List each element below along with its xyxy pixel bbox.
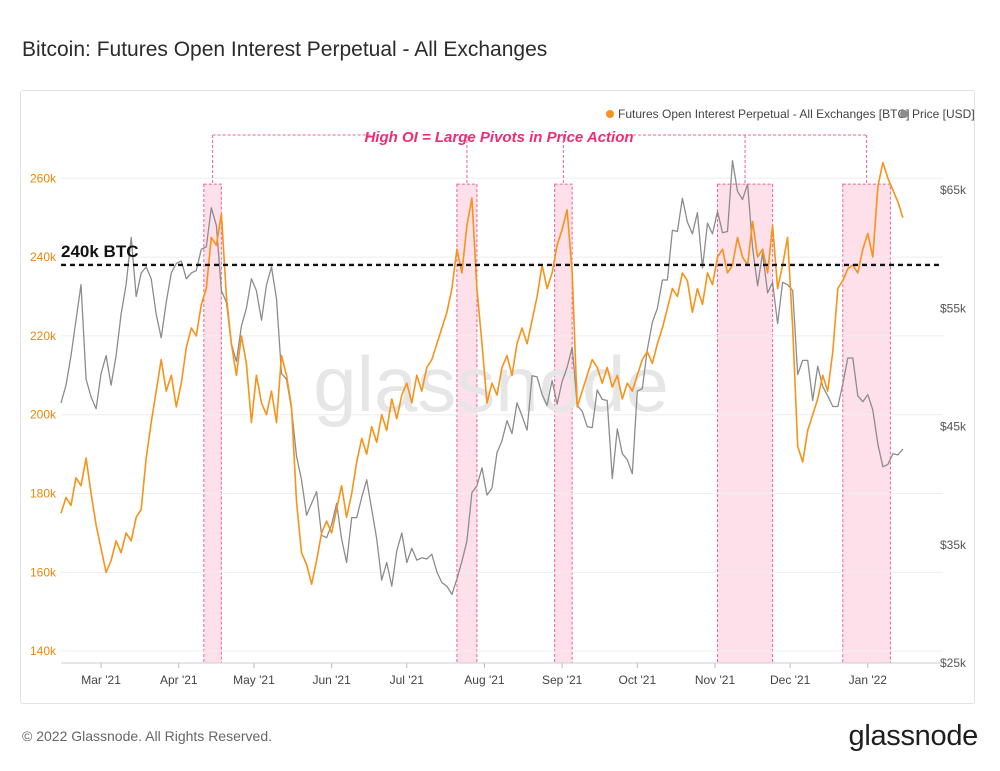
left-tick-label: 140k [30, 644, 57, 658]
x-tick-label: May '21 [233, 673, 275, 687]
x-tick-label: Oct '21 [618, 673, 656, 687]
x-tick-label: Jan '22 [849, 673, 888, 687]
legend[interactable]: Futures Open Interest Perpetual - All Ex… [606, 107, 974, 121]
x-tick-label: Aug '21 [464, 673, 505, 687]
brand-logo[interactable]: glassnode [848, 720, 978, 752]
left-tick-label: 220k [30, 329, 57, 343]
right-tick-label: $55k [940, 301, 967, 315]
annotation-text: High OI = Large Pivots in Price Action [364, 129, 633, 146]
right-tick-label: $25k [940, 656, 967, 670]
x-tick-label: Jul '21 [390, 673, 425, 687]
page-title: Bitcoin: Futures Open Interest Perpetual… [22, 38, 548, 61]
legend-oi-marker [606, 110, 614, 118]
copyright: © 2022 Glassnode. All Rights Reserved. [22, 728, 273, 744]
reference-line-label: 240k BTC [61, 242, 138, 261]
legend-oi-label: Futures Open Interest Perpetual - All Ex… [618, 107, 909, 121]
highlight-band [456, 183, 478, 664]
right-tick-label: $35k [940, 538, 967, 552]
oi-series [60, 161, 904, 586]
reference-line-group: 240k BTC [61, 242, 943, 267]
left-tick-label: 240k [30, 250, 57, 264]
oi-line [60, 161, 904, 586]
x-tick-label: Jun '21 [312, 673, 351, 687]
x-tick-label: Dec '21 [770, 673, 811, 687]
highlight-band [842, 183, 891, 664]
axes: 140k 160k 180k 200k 220k 240k 260k $25k $35k $45k… [30, 171, 967, 687]
left-tick-label: 260k [30, 171, 57, 185]
x-tick-label: Mar '21 [81, 673, 121, 687]
right-tick-label: $65k [940, 183, 967, 197]
legend-price-marker [900, 110, 908, 118]
annotation-group: High OI = Large Pivots in Price Action [212, 129, 868, 185]
x-tick-label: Sep '21 [542, 673, 583, 687]
x-tick-label: Nov '21 [695, 673, 736, 687]
chart-svg: glassnode 240k BTC High OI = Large Pivot… [30, 107, 974, 687]
left-tick-label: 180k [30, 487, 57, 501]
x-tick-label: Apr '21 [160, 673, 198, 687]
legend-price-label: Price [USD] [912, 107, 974, 121]
chart-panel: glassnode 240k BTC High OI = Large Pivot… [20, 90, 975, 704]
right-tick-label: $45k [940, 420, 967, 434]
left-tick-label: 160k [30, 565, 57, 579]
left-tick-label: 200k [30, 408, 57, 422]
